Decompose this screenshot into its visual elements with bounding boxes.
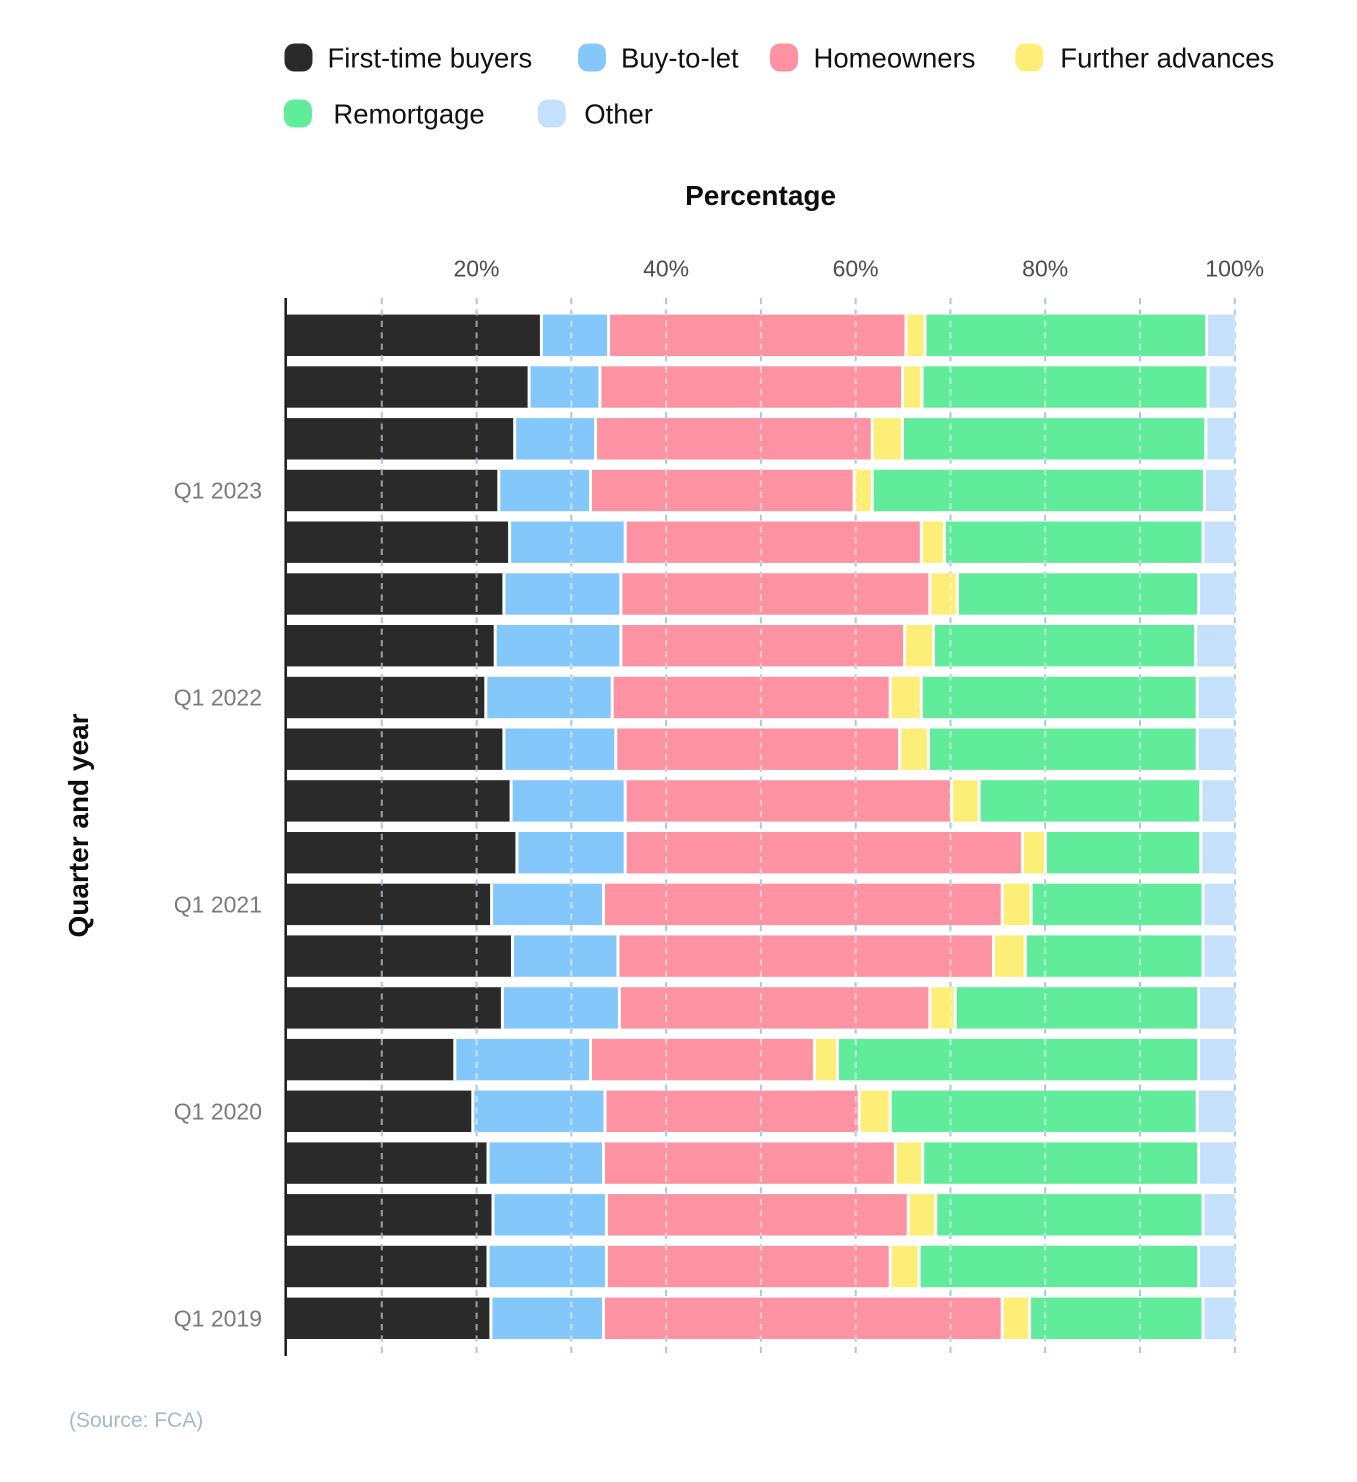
svg-text:Q1 2021: Q1 2021 bbox=[174, 892, 262, 918]
svg-text:Q1 2019: Q1 2019 bbox=[174, 1306, 262, 1332]
svg-text:40%: 40% bbox=[643, 256, 689, 282]
svg-text:Other: Other bbox=[584, 99, 653, 130]
svg-text:Buy-to-let: Buy-to-let bbox=[621, 43, 739, 74]
svg-text:Percentage: Percentage bbox=[685, 180, 836, 211]
svg-text:60%: 60% bbox=[833, 256, 879, 282]
svg-text:(Source: FCA): (Source: FCA) bbox=[69, 1409, 203, 1432]
svg-text:Q1 2020: Q1 2020 bbox=[174, 1099, 262, 1125]
svg-text:80%: 80% bbox=[1022, 256, 1068, 282]
svg-text:Q1 2023: Q1 2023 bbox=[174, 478, 262, 504]
svg-text:100%: 100% bbox=[1205, 256, 1264, 282]
svg-text:20%: 20% bbox=[453, 256, 499, 282]
svg-text:Homeowners: Homeowners bbox=[814, 43, 976, 74]
svg-text:First-time buyers: First-time buyers bbox=[328, 43, 533, 74]
svg-text:Quarter and year: Quarter and year bbox=[63, 713, 94, 937]
svg-text:Remortgage: Remortgage bbox=[333, 99, 484, 130]
svg-text:Further advances: Further advances bbox=[1060, 43, 1274, 74]
svg-text:Q1 2022: Q1 2022 bbox=[174, 685, 262, 711]
